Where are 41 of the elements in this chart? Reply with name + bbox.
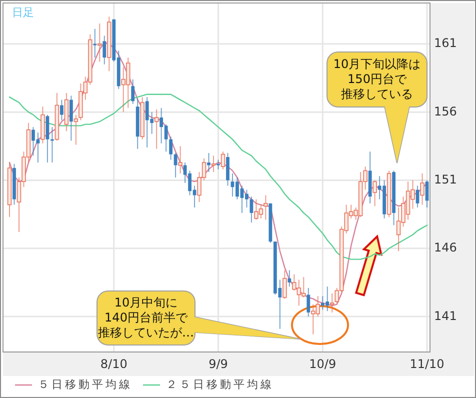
candlestick <box>69 95 73 142</box>
annotation: 日足 <box>12 6 34 19</box>
candlestick <box>169 136 173 160</box>
x-tick-label: 9/9 <box>208 357 228 371</box>
candlestick <box>282 270 287 300</box>
candlestick <box>220 151 226 170</box>
candlestick <box>264 194 268 220</box>
x-tick-label: 8/10 <box>100 357 128 371</box>
y-tick-label: 146 <box>434 240 457 255</box>
candlestick <box>60 99 64 121</box>
candlestick <box>306 287 310 318</box>
candlestick <box>154 108 159 150</box>
candlestick <box>174 152 178 178</box>
y-tick-label: 156 <box>434 104 457 118</box>
annotation: 推移していたが… <box>98 325 194 340</box>
annotation: 推移している <box>341 86 413 101</box>
x-tick-label: 10/9 <box>309 357 336 371</box>
candlestick <box>372 180 377 207</box>
annotation: 10月中旬に <box>114 295 178 310</box>
candlestick <box>46 114 50 164</box>
candlestick <box>420 172 424 206</box>
candlestick <box>131 78 135 104</box>
candlestick <box>226 152 230 186</box>
x-tick-label: 11/10 <box>410 357 444 371</box>
candlestick <box>330 292 334 313</box>
y-tick-label: 151 <box>434 172 457 187</box>
candlestick <box>288 270 292 288</box>
candlestick <box>207 152 210 173</box>
legend-label: ５日移動平均線 <box>38 378 132 392</box>
candlestick <box>74 114 78 146</box>
annotation: 150円台で <box>348 72 408 86</box>
candlestick <box>102 35 106 65</box>
legend-label: ２５日移動平均線 <box>166 378 274 392</box>
candlestick <box>98 22 102 62</box>
annotation: 140円台前半で <box>104 310 188 324</box>
candlestick <box>178 146 182 174</box>
y-tick-label: 161 <box>434 36 457 50</box>
y-tick-label: 141 <box>434 308 457 323</box>
annotation: 10月下旬以降は <box>333 56 421 71</box>
candlestick <box>93 28 97 58</box>
candlestick <box>211 155 216 173</box>
